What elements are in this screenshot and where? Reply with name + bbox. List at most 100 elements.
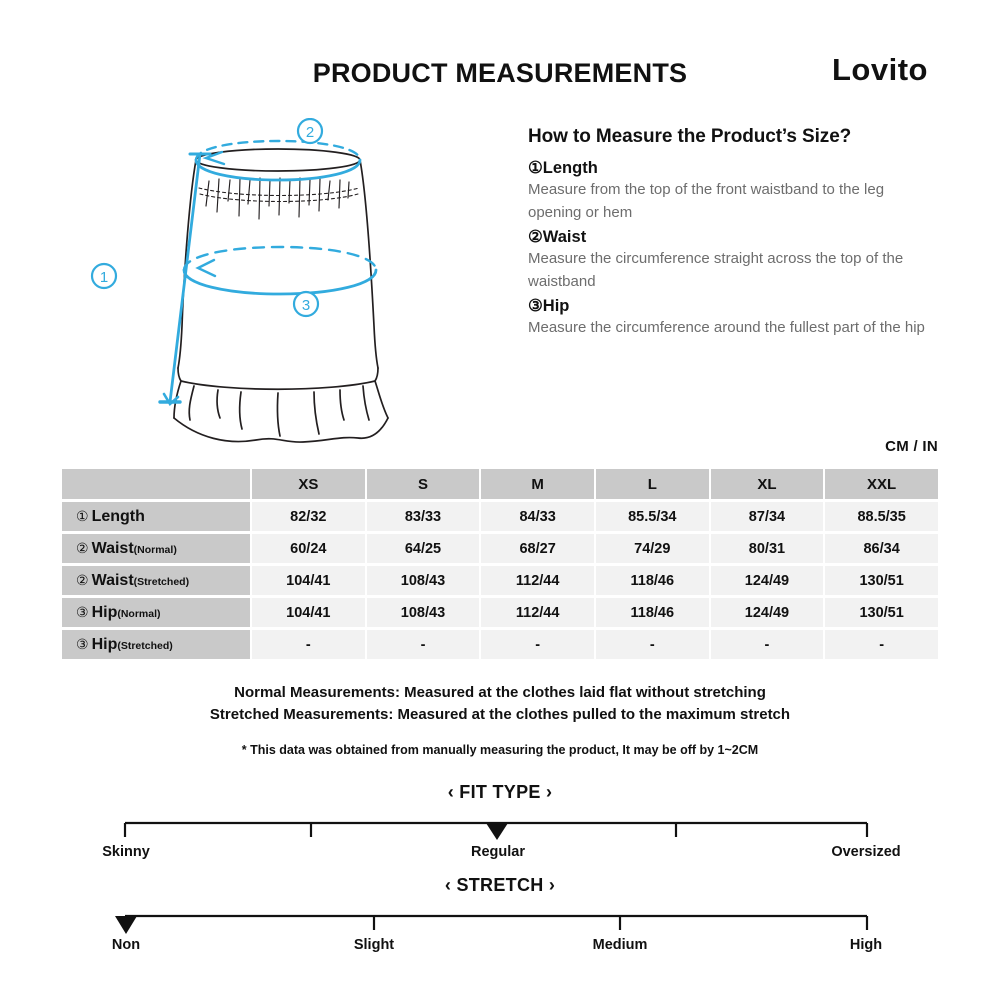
cell-waist-normal-xl: 80/31 [710, 534, 824, 563]
row-measure-qualifier: (Normal) [133, 543, 177, 556]
row-label-hip-normal: ③ Hip(Normal) [62, 598, 250, 627]
row-circle-number: ② [76, 539, 89, 556]
fit-type-axis-svg [123, 821, 869, 840]
cell-hip-normal-xs: 104/41 [252, 598, 365, 627]
stretch-marker-triangle [115, 916, 137, 934]
row-measure-qualifier: (Normal) [117, 607, 161, 620]
skirt-illustration: 2 3 1 [78, 118, 508, 453]
row-measure-name: Length [91, 507, 145, 525]
stretch-label-slight: Slight [353, 937, 395, 953]
cell-length-l: 85.5/34 [595, 502, 709, 531]
row-label-waist-stretched: ② Waist(Stretched) [62, 566, 250, 595]
row-measure-name: Hip [91, 635, 118, 653]
stretch-title: ‹ STRETCH › [444, 875, 556, 895]
cell-waist-stretched-s: 108/43 [366, 566, 480, 595]
cell-hip-normal-l: 118/46 [595, 598, 709, 627]
measure-item-body-length: Measure from the top of the front waistb… [528, 181, 885, 222]
row-circle-number: ③ [76, 635, 89, 652]
table-header-xl: XL [710, 469, 824, 499]
fit-type-axis [0, 814, 1000, 848]
fit-type-labels: Skinny Regular Oversized [0, 844, 1000, 864]
table-row: ① Length 82/32 83/33 84/33 85.5/34 87/34 … [62, 502, 938, 531]
row-label-length: ① Length [62, 502, 250, 531]
cell-waist-stretched-l: 118/46 [595, 566, 709, 595]
measure-item-head-length: ①Length [528, 159, 598, 177]
row-measure-name: Hip [91, 603, 118, 621]
cell-length-m: 84/33 [481, 502, 594, 531]
skirt-outline [177, 148, 379, 369]
marker-circle-3: 3 [292, 290, 320, 318]
note-stretched-measurements: Stretched Measurements: Measured at the … [209, 705, 791, 723]
cell-hip-normal-m: 112/44 [481, 598, 594, 627]
cell-hip-normal-s: 108/43 [366, 598, 480, 627]
svg-text:3: 3 [302, 297, 310, 314]
skirt-diagram-svg: 2 3 1 [90, 118, 389, 443]
cell-waist-stretched-xs: 104/41 [252, 566, 365, 595]
cell-length-xxl: 88.5/35 [825, 502, 938, 531]
cell-hip-stretched-xxl: - [825, 630, 938, 659]
row-measure-name: Waist [91, 539, 134, 557]
marker-circle-1: 1 [90, 262, 118, 290]
ruffle-hem [173, 367, 389, 443]
measure-annotations [158, 139, 378, 407]
table-header-row: XS S M L XL XXL [62, 469, 938, 499]
units-label: CM / IN [885, 438, 938, 455]
row-measure-qualifier: (Stretched) [117, 639, 173, 652]
stretch-scale: ‹ STRETCH › Non Slight Medium High [0, 875, 1000, 957]
fit-type-marker-triangle [486, 823, 508, 840]
table-row: ③ Hip(Normal) 104/41 108/43 112/44 118/46… [62, 598, 938, 627]
table-row: ② Waist(Normal) 60/24 64/25 68/27 74/29 8… [62, 534, 938, 563]
brand-logo: Lovito [832, 52, 928, 87]
svg-text:2: 2 [306, 124, 314, 141]
cell-length-xs: 82/32 [252, 502, 365, 531]
measure-item-head-hip: ③Hip [528, 296, 570, 315]
fit-type-title: ‹ FIT TYPE › [447, 782, 553, 802]
cell-hip-normal-xl: 124/49 [710, 598, 824, 627]
cell-waist-stretched-m: 112/44 [481, 566, 594, 595]
table-row: ② Waist(Stretched) 104/41 108/43 112/44 1… [62, 566, 938, 595]
stretch-label-medium: Medium [592, 937, 648, 953]
table-row: ③ Hip(Stretched) - - - - - - [62, 630, 938, 659]
svg-text:1: 1 [100, 269, 108, 286]
page-title: PRODUCT MEASUREMENTS [312, 58, 688, 88]
cell-waist-stretched-xxl: 130/51 [825, 566, 938, 595]
note-normal-measurements: Normal Measurements: Measured at the clo… [234, 684, 766, 701]
measure-item-body-hip: Measure the circumference around the ful… [528, 318, 925, 336]
table-header-xs: XS [252, 469, 365, 499]
how-to-measure-panel: How to Measure the Product’s Size? ①Leng… [528, 126, 928, 341]
measurement-notes: Normal Measurements: Measured at the clo… [0, 682, 1000, 757]
marker-circle-2: 2 [296, 118, 324, 145]
stretch-axis [0, 907, 1000, 941]
cell-hip-stretched-m: - [481, 630, 594, 659]
row-circle-number: ② [76, 571, 89, 588]
cell-waist-normal-l: 74/29 [595, 534, 709, 563]
cell-waist-normal-xxl: 86/34 [825, 534, 938, 563]
gather-stitches [205, 177, 350, 220]
fit-label-regular: Regular [471, 844, 525, 860]
stretch-label-non: Non [111, 937, 141, 953]
cell-waist-normal-m: 68/27 [481, 534, 594, 563]
table-header-s: S [366, 469, 480, 499]
note-disclaimer: * This data was obtained from manually m… [241, 742, 759, 757]
measure-item-head-waist: ②Waist [528, 227, 587, 246]
row-label-waist-normal: ② Waist(Normal) [62, 534, 250, 563]
table-header-l: L [595, 469, 709, 499]
row-label-hip-stretched: ③ Hip(Stretched) [62, 630, 250, 659]
row-circle-number: ① [76, 507, 89, 524]
stretch-label-high: High [849, 937, 883, 953]
table-corner-cell [62, 469, 250, 499]
measure-item-body-waist: Measure the circumference straight acros… [528, 250, 904, 290]
cell-length-xl: 87/34 [710, 502, 824, 531]
row-measure-qualifier: (Stretched) [133, 575, 190, 588]
how-to-measure-title: How to Measure the Product’s Size? [528, 126, 852, 147]
cell-hip-stretched-xs: - [252, 630, 365, 659]
cell-waist-stretched-xl: 124/49 [710, 566, 824, 595]
fit-label-oversized: Oversized [831, 844, 901, 860]
fit-type-scale: ‹ FIT TYPE › Skinny Regular Oversized [0, 782, 1000, 864]
fit-label-skinny: Skinny [102, 844, 150, 860]
cell-waist-normal-xs: 60/24 [252, 534, 365, 563]
cell-hip-stretched-xl: - [710, 630, 824, 659]
cell-waist-normal-s: 64/25 [366, 534, 480, 563]
cell-hip-normal-xxl: 130/51 [825, 598, 938, 627]
row-circle-number: ③ [76, 603, 89, 620]
